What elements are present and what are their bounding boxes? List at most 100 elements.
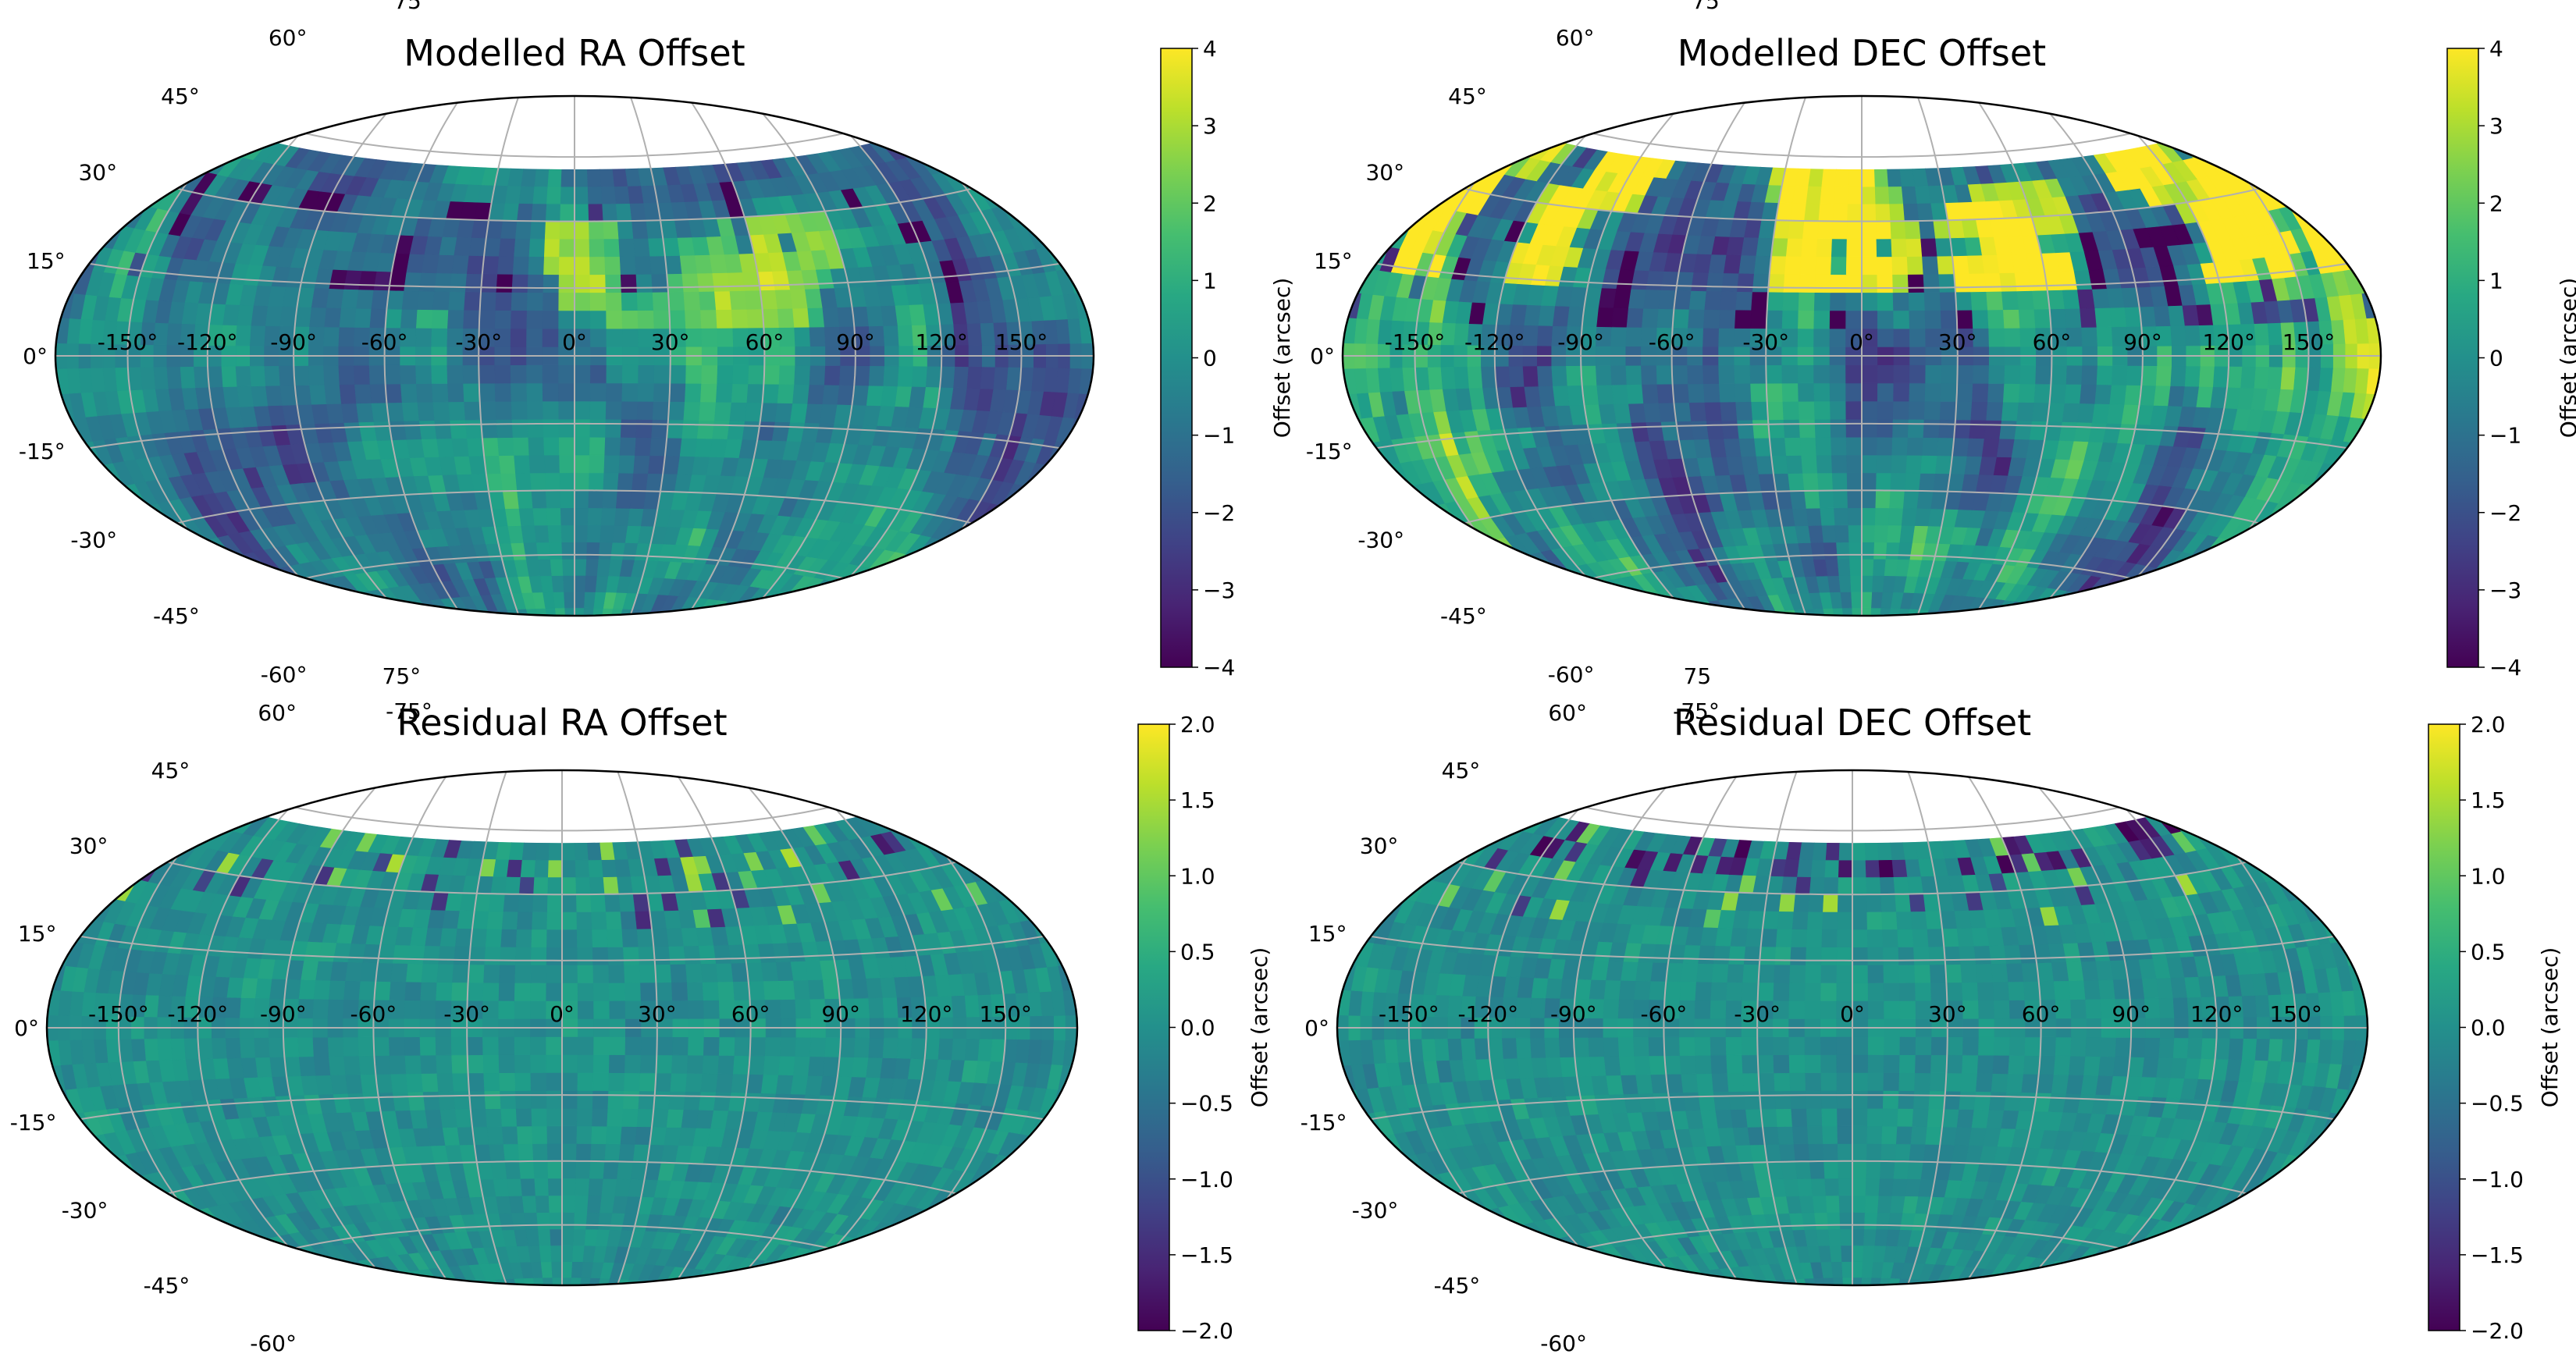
heatmap-cell xyxy=(578,683,583,697)
heatmap-cell xyxy=(1524,386,1542,407)
heatmap-cell xyxy=(1600,624,1630,642)
heatmap-cell xyxy=(550,558,564,577)
heatmap-cell xyxy=(1792,626,1808,641)
heatmap-cell xyxy=(895,581,925,603)
heatmap-cell xyxy=(1607,649,1639,666)
heatmap-cell xyxy=(1439,527,1466,552)
heatmap-cell xyxy=(1489,590,1521,613)
heatmap-cell xyxy=(976,557,1005,583)
colorbar-tick-label: −3 xyxy=(1203,577,1235,603)
heatmap-cell xyxy=(224,581,254,603)
heatmap-cell xyxy=(713,290,732,311)
heatmap-cell xyxy=(545,203,561,222)
heatmap-cell xyxy=(290,607,321,616)
heatmap-cell xyxy=(1904,672,1921,686)
heatmap-cell xyxy=(214,617,246,638)
heatmap-cell xyxy=(2247,137,2276,162)
heatmap-cell xyxy=(1798,400,1816,420)
heatmap-cell xyxy=(1744,666,1770,680)
heatmap-cell xyxy=(531,624,543,640)
heatmap-cell xyxy=(870,572,899,594)
heatmap-cell xyxy=(1875,203,1891,222)
heatmap-cell xyxy=(434,272,453,292)
heatmap-cell xyxy=(1721,617,1743,633)
heatmap-cell xyxy=(668,613,689,616)
heatmap-cell xyxy=(2011,622,2036,639)
heatmap-cell xyxy=(725,666,756,680)
heatmap-cell xyxy=(574,418,591,438)
heatmap-cell xyxy=(440,633,463,649)
heatmap-cell xyxy=(643,627,660,642)
heatmap-cell xyxy=(1712,655,1738,670)
heatmap-cell xyxy=(2105,630,2137,648)
heatmap-cell xyxy=(2035,606,2062,616)
heatmap-cell xyxy=(1678,644,1706,660)
heatmap-cell xyxy=(1920,237,1938,257)
heatmap-cell xyxy=(478,364,496,384)
heatmap-cell xyxy=(300,630,331,648)
heatmap-cell xyxy=(116,175,144,201)
heatmap-cell xyxy=(474,680,500,694)
heatmap-cell xyxy=(309,307,327,328)
heatmap-cell xyxy=(543,292,560,311)
heatmap-cell xyxy=(1830,292,1847,311)
heatmap-cell xyxy=(102,197,128,224)
heatmap-cell xyxy=(1816,238,1833,258)
heatmap-cell xyxy=(606,686,624,699)
heatmap-cell xyxy=(1996,619,2019,636)
heatmap-cell xyxy=(1987,383,2005,403)
heatmap-cell xyxy=(561,542,575,560)
heatmap-cell xyxy=(614,688,635,702)
heatmap-cell xyxy=(687,652,712,667)
heatmap-cell xyxy=(369,383,387,403)
heatmap-cell xyxy=(1429,529,1457,555)
heatmap-cell xyxy=(883,365,900,387)
heatmap-cell xyxy=(1439,160,1466,185)
heatmap-cell xyxy=(454,236,472,256)
heatmap-cell xyxy=(2064,638,2094,655)
heatmap-cell xyxy=(1945,684,1974,697)
heatmap-cell xyxy=(1870,624,1880,639)
heatmap-cell xyxy=(1805,688,1825,701)
heatmap-cell xyxy=(764,633,793,650)
heatmap-cell xyxy=(263,620,294,639)
heatmap-cell xyxy=(600,186,617,204)
heatmap-cell xyxy=(2258,527,2285,552)
heatmap-cell xyxy=(1743,631,1764,647)
heatmap-cell xyxy=(235,365,252,387)
heatmap-cell xyxy=(421,438,440,458)
heatmap-cell xyxy=(706,684,739,697)
heatmap-cell xyxy=(340,594,368,613)
heatmap-cell xyxy=(2081,364,2098,386)
heatmap-cell xyxy=(1005,175,1033,201)
heatmap-cell xyxy=(660,611,680,616)
heatmap-cell xyxy=(1765,364,1783,384)
heatmap-cell xyxy=(469,681,496,695)
heatmap-cell xyxy=(2049,308,2067,329)
heatmap-cell xyxy=(600,670,613,684)
heatmap-cell xyxy=(265,305,283,327)
heatmap-cell xyxy=(1691,272,1710,292)
heatmap-cell xyxy=(1607,622,1637,640)
heatmap-cell xyxy=(634,642,651,658)
heatmap-cell xyxy=(615,490,632,509)
lon-tick-label: 60° xyxy=(2033,329,2072,355)
heatmap-cell xyxy=(1618,677,1653,692)
heatmap-cell xyxy=(596,670,607,684)
heatmap-cell xyxy=(1761,680,1788,694)
heatmap-cell xyxy=(1724,672,1753,686)
heatmap-cell xyxy=(1524,304,1542,326)
heatmap-cell xyxy=(1893,310,1910,329)
heatmap-cell xyxy=(1923,292,1941,311)
heatmap-cell xyxy=(756,609,783,616)
heatmap-cell xyxy=(939,570,970,595)
heatmap-cell xyxy=(1368,467,1391,494)
heatmap-cell xyxy=(471,628,491,645)
heatmap-cell xyxy=(542,382,560,402)
heatmap-cell xyxy=(934,542,962,566)
heatmap-cell xyxy=(589,684,600,698)
heatmap-cell xyxy=(2255,553,2285,579)
heatmap-cell xyxy=(632,220,649,239)
heatmap-cell xyxy=(1981,677,2012,690)
heatmap-cell xyxy=(1906,690,1930,702)
